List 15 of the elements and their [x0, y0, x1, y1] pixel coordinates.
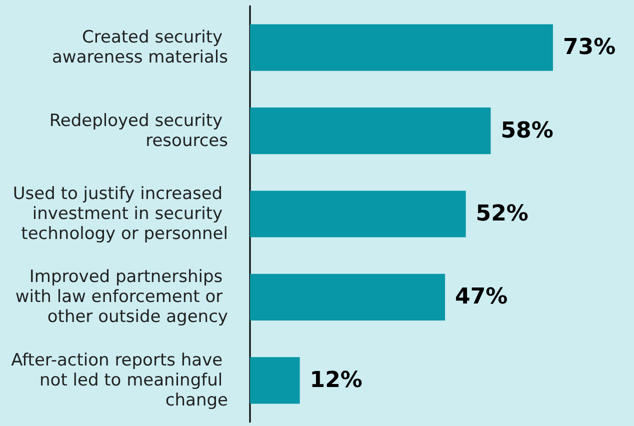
data-label: 58% [500, 118, 554, 144]
y-tick-label: Created security awareness materials [52, 28, 228, 68]
data-label: 47% [455, 284, 508, 310]
data-label: 12% [310, 368, 362, 393]
y-tick-label: After-action reports have not led to meaningful change [11, 350, 228, 410]
bar [250, 190, 466, 238]
bar [250, 274, 446, 320]
y-tick-label: Used to justify increased investment in security technology or personnel [12, 184, 228, 244]
bar [250, 24, 553, 71]
bar [250, 357, 300, 404]
y-tick-label: Improved partnerships with law enforcement or other outside agency [15, 267, 228, 328]
y-tick-label: Redeployed security resources [49, 110, 228, 151]
data-label: 52% [476, 202, 528, 226]
data-label: 73% [562, 35, 616, 60]
bar [250, 108, 491, 154]
